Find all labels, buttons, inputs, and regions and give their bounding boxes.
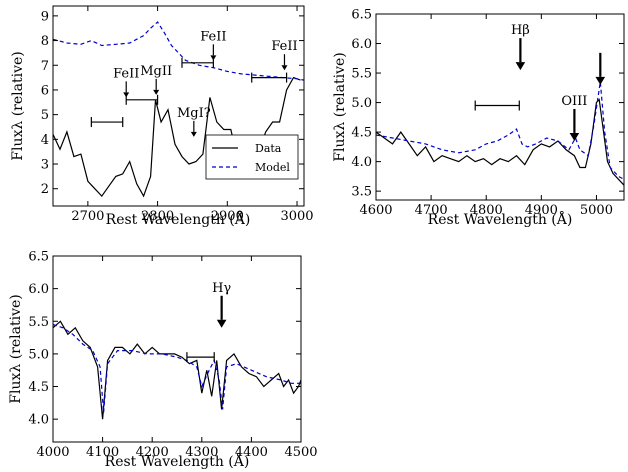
series-line-data-hgamma bbox=[52, 320, 302, 420]
y-tick-label: 9 bbox=[41, 9, 49, 24]
x-tick-label: 4700 bbox=[415, 203, 448, 218]
y-axis-label-hgamma: Fluxλ (relative) bbox=[8, 294, 24, 403]
x-ticks-hgamma: 4000 4100 4200 4300 4400 4500 bbox=[36, 256, 318, 460]
legend-label-data: Data bbox=[255, 142, 282, 155]
x-tick-label: 4600 bbox=[359, 203, 392, 218]
annotation-label: FeII bbox=[271, 39, 297, 54]
x-tick-label: 2700 bbox=[71, 209, 104, 224]
x-tick-label: 4100 bbox=[86, 445, 119, 460]
panel-mgii: 2700 2800 2900 3000 2 3 4 5 6 7 8 9 Rest Wavelengt… bbox=[10, 5, 314, 228]
y-tick-label: 5.5 bbox=[351, 67, 372, 82]
panel-hgamma: 4000 4100 4200 4300 4400 4500 4.0 4.5 5.0 5.5 6.0… bbox=[8, 250, 318, 471]
x-tick-label: 4500 bbox=[284, 445, 317, 460]
y-tick-label: 4.0 bbox=[351, 155, 372, 170]
annotation-label: Hγ bbox=[212, 281, 231, 296]
legend: Data Model bbox=[205, 134, 299, 180]
annotation-arrow-head bbox=[123, 92, 130, 98]
y-tick-label: 6.0 bbox=[28, 282, 49, 297]
y-tick-label: 3 bbox=[41, 158, 49, 173]
axes-frame-hbeta bbox=[375, 13, 625, 201]
x-tick-label: 5000 bbox=[580, 203, 613, 218]
annotation-arrow-head bbox=[153, 89, 160, 95]
annotations-hbeta: Hβ OIII bbox=[474, 23, 606, 141]
y-tick-label: 3.5 bbox=[351, 185, 372, 200]
x-axis-label-hgamma: Rest Wavelength (Å) bbox=[105, 452, 250, 470]
series-line-data-hbeta bbox=[375, 98, 625, 186]
annotation-label: Hβ bbox=[511, 23, 530, 38]
y-tick-label: 7 bbox=[41, 59, 49, 74]
annotation-arrow-head bbox=[210, 55, 217, 61]
y-tick-label: 5.5 bbox=[28, 315, 49, 330]
annotation-label: MgI? bbox=[177, 106, 211, 121]
series-line-model-hbeta bbox=[375, 81, 625, 180]
plot-area-hbeta bbox=[375, 81, 625, 186]
y-tick-label: 6.5 bbox=[28, 250, 49, 265]
axes-frame-hgamma bbox=[52, 255, 302, 443]
annotation-arrow-head bbox=[595, 76, 606, 85]
y-tick-label: 4.5 bbox=[351, 126, 372, 141]
series-line-model-hgamma bbox=[52, 323, 301, 413]
x-tick-label: 2900 bbox=[211, 209, 244, 224]
x-ticks-mgii: 2700 2800 2900 3000 bbox=[71, 6, 314, 224]
y-tick-label: 4.0 bbox=[28, 413, 49, 428]
y-tick-label: 8 bbox=[41, 34, 49, 49]
annotation-label: MgII bbox=[140, 64, 172, 79]
legend-label-model: Model bbox=[255, 161, 290, 174]
annotation-arrow-head bbox=[515, 62, 526, 71]
annotation-label: OIII bbox=[561, 94, 587, 109]
y-ticks-mgii: 2 3 4 5 6 7 8 9 bbox=[41, 9, 304, 197]
annotation-arrow-head bbox=[281, 65, 288, 71]
legend-box bbox=[205, 134, 299, 180]
y-tick-label: 5.0 bbox=[351, 96, 372, 111]
series-line-model-mgii bbox=[52, 21, 305, 81]
y-ticks-hbeta: 3.5 4.0 4.5 5.0 5.5 6.0 6.5 bbox=[351, 8, 624, 200]
annotation-label: FeII bbox=[113, 66, 139, 81]
y-ticks-hgamma: 4.0 4.5 5.0 5.5 6.0 6.5 bbox=[28, 250, 301, 428]
x-tick-label: 2800 bbox=[141, 209, 174, 224]
y-axis-label-hbeta: Fluxλ (relative) bbox=[332, 52, 348, 161]
x-tick-label: 4900 bbox=[525, 203, 558, 218]
x-ticks-hbeta: 4600 4700 4800 4900 5000 bbox=[359, 14, 613, 218]
plot-area-hgamma bbox=[52, 320, 302, 420]
y-tick-label: 4.5 bbox=[28, 380, 49, 395]
y-tick-label: 4 bbox=[41, 133, 49, 148]
axes-frame-mgii bbox=[52, 5, 305, 207]
x-tick-label: 3000 bbox=[280, 209, 313, 224]
x-axis-label-mgii: Rest Wavelength (Å) bbox=[106, 210, 251, 228]
annotation-label: FeII bbox=[200, 29, 226, 44]
x-tick-label: 4200 bbox=[136, 445, 169, 460]
annotation-arrow-head bbox=[190, 131, 197, 137]
x-tick-label: 4300 bbox=[185, 445, 218, 460]
x-axis-label-hbeta: Rest Wavelength (Å) bbox=[428, 210, 573, 228]
x-tick-label: 4800 bbox=[470, 203, 503, 218]
y-tick-label: 6.0 bbox=[351, 37, 372, 52]
y-tick-label: 5 bbox=[41, 108, 49, 123]
y-tick-label: 6.5 bbox=[351, 8, 372, 23]
annotation-arrow-head bbox=[569, 132, 580, 141]
y-tick-label: 5.0 bbox=[28, 347, 49, 362]
x-tick-label: 4400 bbox=[235, 445, 268, 460]
x-tick-label: 4000 bbox=[36, 445, 69, 460]
annotation-arrow-head bbox=[216, 319, 227, 328]
y-tick-label: 2 bbox=[41, 182, 49, 197]
y-tick-label: 6 bbox=[41, 83, 49, 98]
annotations-hgamma: Hγ bbox=[186, 281, 231, 363]
y-axis-label-mgii: Fluxλ (relative) bbox=[10, 51, 26, 160]
panel-hbeta: 4600 4700 4800 4900 5000 3.5 4.0 4.5 5.0 5.5 6.0 6… bbox=[332, 8, 625, 228]
